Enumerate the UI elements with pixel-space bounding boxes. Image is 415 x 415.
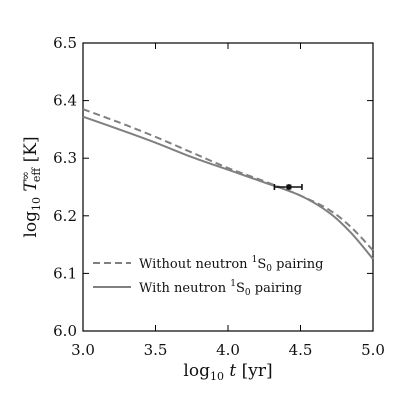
series-line-with-pairing — [82, 115, 374, 260]
y-axis-title: log10 T∞eff [K] — [19, 136, 43, 237]
y-tick-label: 6.0 — [53, 322, 77, 340]
x-axis-title: log10 t [yr] — [183, 361, 272, 383]
y-tick-label: 6.3 — [53, 149, 77, 167]
x-tick-label: 3.0 — [71, 341, 95, 359]
x-tick-label: 4.0 — [216, 341, 240, 359]
data-point-marker — [286, 184, 292, 190]
x-tick-label: 3.5 — [144, 341, 168, 359]
y-tick-label: 6.1 — [53, 264, 77, 282]
legend-label: With neutron 1S0 pairing — [139, 279, 302, 298]
svg-text:log10 T∞eff [K]: log10 T∞eff [K] — [19, 136, 43, 237]
y-tick-label: 6.2 — [53, 207, 77, 225]
axis-ticks: 3.0 3.5 4.0 4.5 5.0 6.0 6.1 6.2 6.3 6.4 6.5 — [53, 34, 385, 359]
series-layer — [82, 108, 374, 260]
y-tick-label: 6.5 — [53, 34, 77, 52]
legend-label: Without neutron 1S0 pairing — [139, 255, 323, 274]
x-tick-label: 5.0 — [361, 341, 385, 359]
y-tick-label: 6.4 — [53, 92, 77, 110]
series-line-without-pairing — [82, 108, 374, 252]
legend: Without neutron 1S0 pairing With neutron … — [93, 255, 323, 298]
data-point-layer — [273, 184, 303, 190]
x-tick-label: 4.5 — [289, 341, 313, 359]
